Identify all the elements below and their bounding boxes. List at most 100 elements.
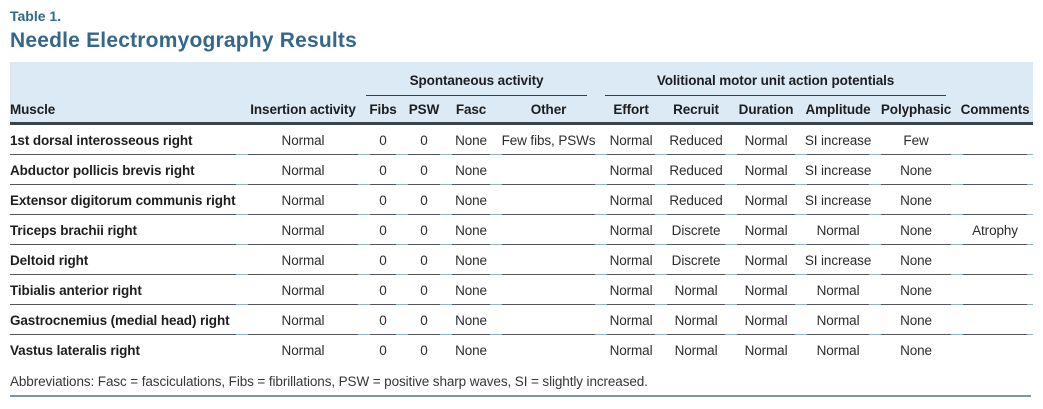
fasc-cell: None xyxy=(446,155,496,185)
table-row: Extensor digitorum communis right Normal… xyxy=(10,185,1033,215)
insertion-cell: Normal xyxy=(242,275,364,305)
comments-cell xyxy=(957,155,1033,185)
emg-results-table: Spontaneous activity Volitional motor un… xyxy=(10,62,1034,365)
recruit-cell: Normal xyxy=(674,342,718,358)
table-row: 1st dorsal interosseous right Normal 0 0… xyxy=(10,125,1033,155)
comments-cell xyxy=(957,245,1033,275)
muscle-cell: Vastus lateralis right xyxy=(10,342,140,358)
col-header-fibs: Fibs xyxy=(364,96,402,125)
group-header-volitional-label: Volitional motor unit action potentials xyxy=(605,73,947,96)
other-cell xyxy=(496,155,601,185)
polyphasic-cell: None xyxy=(875,275,957,305)
insertion-cell: Normal xyxy=(242,155,364,185)
other-cell xyxy=(496,335,601,365)
psw-cell: 0 xyxy=(402,245,446,275)
insertion-cell: Normal xyxy=(242,125,364,155)
effort-cell: Normal xyxy=(601,185,661,215)
group-header-spontaneous-label: Spontaneous activity xyxy=(366,73,588,96)
amplitude-cell: SI increase xyxy=(801,245,875,275)
psw-cell: 0 xyxy=(420,342,428,358)
recruit-cell: Reduced xyxy=(661,155,731,185)
psw-cell: 0 xyxy=(402,125,446,155)
duration-cell: Normal xyxy=(731,245,801,275)
table-row: Deltoid right Normal 0 0 None Normal Dis… xyxy=(10,245,1033,275)
table-row: Vastus lateralis right Normal 0 0 None N… xyxy=(10,335,1033,365)
fasc-cell: None xyxy=(455,342,487,358)
psw-cell: 0 xyxy=(402,185,446,215)
duration-cell: Normal xyxy=(744,342,788,358)
table-header: Spontaneous activity Volitional motor un… xyxy=(10,62,1034,125)
effort-cell: Normal xyxy=(609,342,653,358)
amplitude-cell: SI increase xyxy=(801,185,875,215)
polyphasic-cell: None xyxy=(875,155,957,185)
bottom-rule xyxy=(10,395,1031,397)
col-header-comments: Comments xyxy=(957,96,1034,125)
col-header-insertion-activity: Insertion activity xyxy=(242,96,364,125)
group-header-volitional: Volitional motor unit action potentials xyxy=(601,62,958,96)
recruit-cell: Discrete xyxy=(661,245,731,275)
group-header-spontaneous: Spontaneous activity xyxy=(364,62,602,96)
comments-cell xyxy=(957,335,1033,365)
amplitude-cell: Normal xyxy=(801,215,875,245)
col-header-polyphasic: Polyphasic xyxy=(875,96,958,125)
comments-cell: Atrophy xyxy=(957,215,1033,245)
other-cell xyxy=(496,185,601,215)
muscle-cell: Extensor digitorum communis right xyxy=(10,185,242,215)
comments-cell xyxy=(957,185,1033,215)
muscle-cell: Triceps brachii right xyxy=(10,215,242,245)
effort-cell: Normal xyxy=(601,215,661,245)
fasc-cell: None xyxy=(446,215,496,245)
effort-cell: Normal xyxy=(601,305,661,335)
effort-cell: Normal xyxy=(601,155,661,185)
table-label: Table 1. xyxy=(10,8,62,24)
other-cell: Few fibs, PSWs xyxy=(496,125,601,155)
other-cell xyxy=(496,275,601,305)
fasc-cell: None xyxy=(446,125,496,155)
col-header-other: Other xyxy=(496,96,602,125)
duration-cell: Normal xyxy=(731,125,801,155)
fibs-cell: 0 xyxy=(364,215,402,245)
recruit-cell: Normal xyxy=(661,305,731,335)
col-header-recruit: Recruit xyxy=(661,96,732,125)
insertion-cell: Normal xyxy=(242,215,364,245)
recruit-cell: Discrete xyxy=(661,215,731,245)
duration-cell: Normal xyxy=(731,155,801,185)
recruit-cell: Normal xyxy=(661,275,731,305)
effort-cell: Normal xyxy=(601,275,661,305)
table-row: Gastrocnemius (medial head) right Normal… xyxy=(10,305,1033,335)
insertion-cell: Normal xyxy=(281,342,325,358)
polyphasic-cell: None xyxy=(875,245,957,275)
fibs-cell: 0 xyxy=(364,275,402,305)
column-header-row: Muscle Insertion activity Fibs PSW Fasc … xyxy=(10,96,1034,125)
recruit-cell: Reduced xyxy=(661,125,731,155)
recruit-cell: Reduced xyxy=(661,185,731,215)
muscle-cell: Gastrocnemius (medial head) right xyxy=(10,305,242,335)
other-cell xyxy=(496,245,601,275)
fibs-cell: 0 xyxy=(364,155,402,185)
amplitude-cell: Normal xyxy=(801,275,875,305)
fibs-cell: 0 xyxy=(364,305,402,335)
muscle-cell: Tibialis anterior right xyxy=(10,275,242,305)
amplitude-cell: Normal xyxy=(801,305,875,335)
col-header-psw: PSW xyxy=(402,96,446,125)
fasc-cell: None xyxy=(446,305,496,335)
page-title: Needle Electromyography Results xyxy=(10,29,357,52)
psw-cell: 0 xyxy=(402,155,446,185)
polyphasic-cell: Few xyxy=(875,125,957,155)
col-header-muscle: Muscle xyxy=(10,96,242,125)
fasc-cell: None xyxy=(446,245,496,275)
fibs-cell: 0 xyxy=(364,245,402,275)
group-header-row: Spontaneous activity Volitional motor un… xyxy=(10,62,1034,96)
amplitude-cell: SI increase xyxy=(801,155,875,185)
polyphasic-cell: None xyxy=(875,305,957,335)
fasc-cell: None xyxy=(446,185,496,215)
muscle-cell: Deltoid right xyxy=(10,245,242,275)
psw-cell: 0 xyxy=(402,275,446,305)
muscle-cell: Abductor pollicis brevis right xyxy=(10,155,242,185)
polyphasic-cell: None xyxy=(875,215,957,245)
insertion-cell: Normal xyxy=(242,245,364,275)
col-header-amplitude: Amplitude xyxy=(801,96,876,125)
psw-cell: 0 xyxy=(402,305,446,335)
col-header-fasc: Fasc xyxy=(446,96,496,125)
other-cell xyxy=(496,305,601,335)
